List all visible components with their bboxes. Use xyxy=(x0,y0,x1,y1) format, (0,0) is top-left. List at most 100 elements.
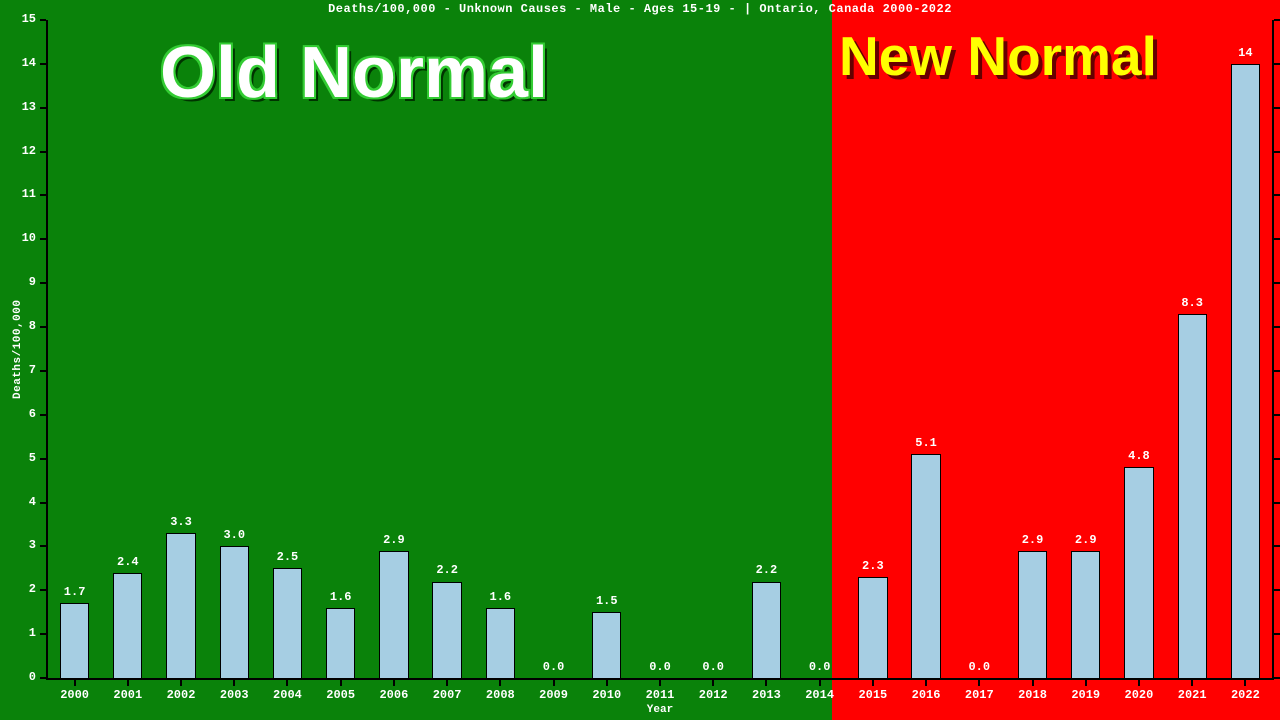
y-tick-mark-right xyxy=(1274,458,1280,460)
x-tick-mark xyxy=(393,680,395,686)
bar xyxy=(1071,551,1100,678)
x-tick-mark xyxy=(712,680,714,686)
y-tick-label: 15 xyxy=(0,12,36,26)
bar-value-label: 2.5 xyxy=(261,550,314,564)
x-tick-mark xyxy=(1138,680,1140,686)
x-category-label: 2009 xyxy=(527,688,580,702)
y-tick-mark-right xyxy=(1274,107,1280,109)
x-tick-mark xyxy=(765,680,767,686)
x-tick-mark xyxy=(74,680,76,686)
bar-value-label: 14 xyxy=(1219,46,1272,60)
bar xyxy=(858,577,887,678)
x-tick-mark xyxy=(286,680,288,686)
bar-value-label: 3.3 xyxy=(154,515,207,529)
x-tick-mark xyxy=(872,680,874,686)
y-tick-mark xyxy=(40,63,46,65)
y-tick-mark xyxy=(40,677,46,679)
bar xyxy=(273,568,302,678)
x-tick-mark xyxy=(925,680,927,686)
y-tick-mark-right xyxy=(1274,238,1280,240)
y-tick-mark-right xyxy=(1274,194,1280,196)
plot-area xyxy=(48,20,1272,678)
y-tick-mark xyxy=(40,370,46,372)
y-tick-label: 1 xyxy=(0,626,36,640)
x-category-label: 2018 xyxy=(1006,688,1059,702)
bar-value-label: 2.2 xyxy=(740,563,793,577)
x-tick-mark xyxy=(446,680,448,686)
x-tick-mark xyxy=(1085,680,1087,686)
y-tick-label: 2 xyxy=(0,582,36,596)
x-category-label: 2000 xyxy=(48,688,101,702)
x-category-label: 2022 xyxy=(1219,688,1272,702)
x-category-label: 2001 xyxy=(101,688,154,702)
y-tick-label: 4 xyxy=(0,495,36,509)
bar-value-label: 2.9 xyxy=(1059,533,1112,547)
y-tick-mark xyxy=(40,589,46,591)
bar-value-label: 2.4 xyxy=(101,555,154,569)
x-tick-mark xyxy=(978,680,980,686)
y-tick-mark-right xyxy=(1274,633,1280,635)
x-category-label: 2005 xyxy=(314,688,367,702)
x-category-label: 2017 xyxy=(953,688,1006,702)
x-category-label: 2010 xyxy=(580,688,633,702)
x-category-label: 2003 xyxy=(208,688,261,702)
x-tick-mark xyxy=(659,680,661,686)
x-category-label: 2011 xyxy=(633,688,686,702)
bar xyxy=(166,533,195,678)
bar-value-label: 0.0 xyxy=(953,660,1006,674)
x-category-label: 2021 xyxy=(1166,688,1219,702)
bar-value-label: 0.0 xyxy=(633,660,686,674)
x-tick-mark xyxy=(499,680,501,686)
y-tick-label: 12 xyxy=(0,144,36,158)
y-tick-mark-right xyxy=(1274,151,1280,153)
y-tick-label: 9 xyxy=(0,275,36,289)
y-tick-label: 11 xyxy=(0,187,36,201)
bar xyxy=(1231,64,1260,678)
bar xyxy=(60,603,89,678)
x-category-label: 2012 xyxy=(687,688,740,702)
y-tick-mark-right xyxy=(1274,63,1280,65)
bar-value-label: 0.0 xyxy=(687,660,740,674)
bar-value-label: 1.7 xyxy=(48,585,101,599)
bar-value-label: 3.0 xyxy=(208,528,261,542)
y-tick-mark xyxy=(40,194,46,196)
bar-value-label: 2.2 xyxy=(421,563,474,577)
y-tick-mark xyxy=(40,282,46,284)
x-tick-mark xyxy=(606,680,608,686)
y-tick-label: 0 xyxy=(0,670,36,684)
x-tick-mark xyxy=(180,680,182,686)
bar-value-label: 2.9 xyxy=(1006,533,1059,547)
y-axis-title: Deaths/100,000 xyxy=(12,300,24,399)
bar-value-label: 2.3 xyxy=(846,559,899,573)
x-category-label: 2008 xyxy=(474,688,527,702)
y-tick-label: 5 xyxy=(0,451,36,465)
bar xyxy=(1018,551,1047,678)
y-tick-mark xyxy=(40,151,46,153)
x-tick-mark xyxy=(1191,680,1193,686)
x-category-label: 2020 xyxy=(1112,688,1165,702)
x-category-label: 2006 xyxy=(367,688,420,702)
x-axis-title: Year xyxy=(640,704,680,716)
x-category-label: 2013 xyxy=(740,688,793,702)
bar xyxy=(752,582,781,679)
bar-value-label: 0.0 xyxy=(793,660,846,674)
y-tick-mark xyxy=(40,502,46,504)
y-tick-mark-right xyxy=(1274,502,1280,504)
bar xyxy=(113,573,142,678)
x-tick-mark xyxy=(340,680,342,686)
y-tick-mark xyxy=(40,107,46,109)
bar xyxy=(1124,467,1153,678)
y-tick-mark xyxy=(40,326,46,328)
x-tick-mark xyxy=(1032,680,1034,686)
bar xyxy=(486,608,515,678)
y-tick-mark xyxy=(40,545,46,547)
y-tick-label: 14 xyxy=(0,56,36,70)
bar xyxy=(220,546,249,678)
y-tick-mark xyxy=(40,633,46,635)
y-tick-mark-right xyxy=(1274,326,1280,328)
y-tick-label: 6 xyxy=(0,407,36,421)
right-axis-line xyxy=(1272,20,1274,678)
x-category-label: 2007 xyxy=(421,688,474,702)
y-tick-mark-right xyxy=(1274,282,1280,284)
bar-value-label: 1.5 xyxy=(580,594,633,608)
